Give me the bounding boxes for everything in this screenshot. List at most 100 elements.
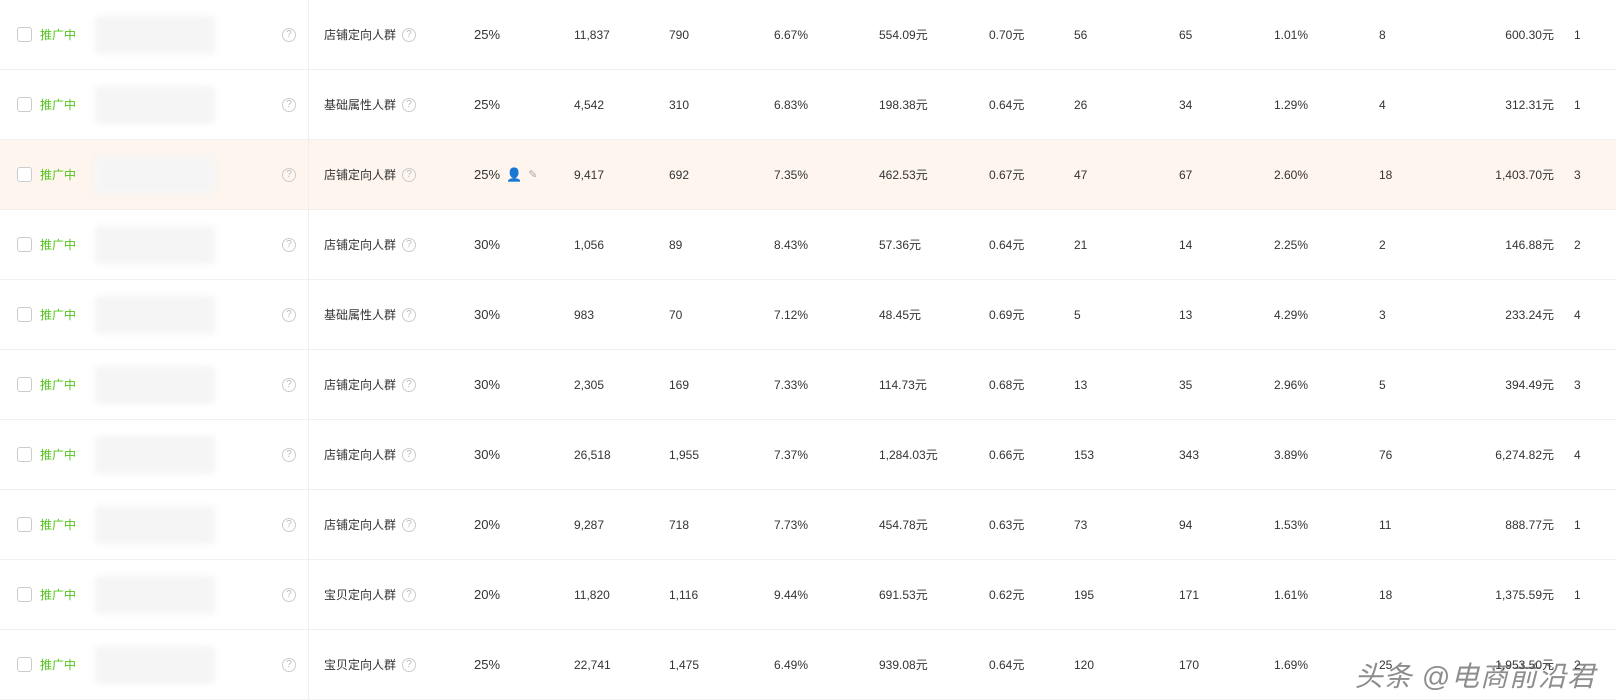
metric-revenue: 394.49元: [1474, 376, 1574, 393]
metric-v6: 47: [1074, 168, 1179, 182]
premium-cell: 30%: [474, 447, 574, 462]
table-row[interactable]: 推广中 ? 店铺定向人群 ? 30% 26,518 1,955 7.37% 1,…: [0, 420, 1616, 490]
help-icon[interactable]: ?: [402, 168, 416, 182]
metric-ctr: 6.67%: [774, 28, 879, 42]
target-audience: 店铺定向人群 ?: [309, 516, 474, 533]
product-cell: [95, 16, 270, 54]
edit-icon[interactable]: ✎: [528, 168, 537, 181]
row-checkbox[interactable]: [17, 587, 32, 602]
metric-impressions: 983: [574, 308, 669, 322]
metric-v6: 26: [1074, 98, 1179, 112]
metric-impressions: 4,542: [574, 98, 669, 112]
table-row[interactable]: 推广中 ? 基础属性人群 ? 25% 4,542 310 6.83% 198.3…: [0, 70, 1616, 140]
metric-cost: 1,284.03元: [879, 446, 989, 463]
metric-clicks: 718: [669, 518, 774, 532]
status-label: 推广中: [40, 26, 95, 43]
metric-v7: 343: [1179, 448, 1274, 462]
metric-ctr: 7.33%: [774, 378, 879, 392]
metric-ctr: 7.35%: [774, 168, 879, 182]
help-icon[interactable]: ?: [282, 448, 296, 462]
help-icon[interactable]: ?: [402, 98, 416, 112]
metric-v11: 2: [1574, 238, 1604, 252]
table-row[interactable]: 推广中 ? 宝贝定向人群 ? 25% 22,741 1,475 6.49% 93…: [0, 630, 1616, 700]
metric-v6: 195: [1074, 588, 1179, 602]
metric-cvr: 2.25%: [1274, 238, 1379, 252]
help-icon[interactable]: ?: [402, 238, 416, 252]
target-audience: 店铺定向人群 ?: [309, 166, 474, 183]
row-checkbox[interactable]: [17, 167, 32, 182]
help-icon[interactable]: ?: [282, 658, 296, 672]
metric-v7: 65: [1179, 28, 1274, 42]
row-checkbox[interactable]: [17, 27, 32, 42]
target-audience: 基础属性人群 ?: [309, 96, 474, 113]
metric-cost: 198.38元: [879, 96, 989, 113]
metric-v7: 67: [1179, 168, 1274, 182]
help-icon[interactable]: ?: [282, 168, 296, 182]
row-checkbox[interactable]: [17, 517, 32, 532]
help-icon[interactable]: ?: [402, 378, 416, 392]
metric-v6: 13: [1074, 378, 1179, 392]
metric-revenue: 312.31元: [1474, 96, 1574, 113]
row-checkbox[interactable]: [17, 377, 32, 392]
product-cell: [95, 646, 270, 684]
help-icon[interactable]: ?: [282, 518, 296, 532]
metric-v7: 170: [1179, 658, 1274, 672]
metric-ctr: 9.44%: [774, 588, 879, 602]
help-icon[interactable]: ?: [402, 28, 416, 42]
metric-cvr: 3.89%: [1274, 448, 1379, 462]
metric-v9: 8: [1379, 28, 1474, 42]
table-row[interactable]: 推广中 ? 基础属性人群 ? 30% 983 70 7.12% 48.45元 0…: [0, 280, 1616, 350]
metric-v6: 153: [1074, 448, 1179, 462]
help-icon[interactable]: ?: [282, 308, 296, 322]
metric-v9: 76: [1379, 448, 1474, 462]
status-label: 推广中: [40, 516, 95, 533]
metric-cpc: 0.66元: [989, 446, 1074, 463]
status-label: 推广中: [40, 446, 95, 463]
row-checkbox[interactable]: [17, 97, 32, 112]
metric-clicks: 310: [669, 98, 774, 112]
table-row[interactable]: 推广中 ? 宝贝定向人群 ? 20% 11,820 1,116 9.44% 69…: [0, 560, 1616, 630]
metric-cost: 454.78元: [879, 516, 989, 533]
help-icon[interactable]: ?: [402, 308, 416, 322]
metric-cvr: 4.29%: [1274, 308, 1379, 322]
help-icon[interactable]: ?: [282, 588, 296, 602]
metric-revenue: 1,375.59元: [1474, 586, 1574, 603]
metric-v11: 3: [1574, 168, 1604, 182]
status-label: 推广中: [40, 656, 95, 673]
row-checkbox[interactable]: [17, 307, 32, 322]
help-icon[interactable]: ?: [282, 28, 296, 42]
metric-cpc: 0.63元: [989, 516, 1074, 533]
help-icon[interactable]: ?: [282, 238, 296, 252]
help-icon[interactable]: ?: [282, 98, 296, 112]
status-label: 推广中: [40, 236, 95, 253]
metric-impressions: 22,741: [574, 658, 669, 672]
status-label: 推广中: [40, 586, 95, 603]
help-icon[interactable]: ?: [402, 658, 416, 672]
status-label: 推广中: [40, 166, 95, 183]
help-icon[interactable]: ?: [402, 448, 416, 462]
help-icon[interactable]: ?: [402, 518, 416, 532]
metric-v11: 1: [1574, 518, 1604, 532]
table-row[interactable]: 推广中 ? 店铺定向人群 ? 25% 11,837 790 6.67% 554.…: [0, 0, 1616, 70]
help-icon[interactable]: ?: [402, 588, 416, 602]
premium-cell: 25%: [474, 657, 574, 672]
table-row[interactable]: 推广中 ? 店铺定向人群 ? 20% 9,287 718 7.73% 454.7…: [0, 490, 1616, 560]
premium-cell: 25% 👤✎: [474, 167, 574, 183]
metric-clicks: 692: [669, 168, 774, 182]
row-checkbox[interactable]: [17, 657, 32, 672]
table-row[interactable]: 推广中 ? 店铺定向人群 ? 30% 1,056 89 8.43% 57.36元…: [0, 210, 1616, 280]
metric-cvr: 2.96%: [1274, 378, 1379, 392]
metric-cpc: 0.64元: [989, 96, 1074, 113]
table-row[interactable]: 推广中 ? 店铺定向人群 ? 25% 👤✎ 9,417 692 7.35% 46…: [0, 140, 1616, 210]
row-checkbox[interactable]: [17, 237, 32, 252]
metric-v11: 1: [1574, 98, 1604, 112]
metric-cpc: 0.64元: [989, 656, 1074, 673]
metric-v9: 4: [1379, 98, 1474, 112]
metric-ctr: 6.83%: [774, 98, 879, 112]
metric-impressions: 26,518: [574, 448, 669, 462]
metric-v11: 3: [1574, 378, 1604, 392]
metric-revenue: 233.24元: [1474, 306, 1574, 323]
row-checkbox[interactable]: [17, 447, 32, 462]
help-icon[interactable]: ?: [282, 378, 296, 392]
table-row[interactable]: 推广中 ? 店铺定向人群 ? 30% 2,305 169 7.33% 114.7…: [0, 350, 1616, 420]
